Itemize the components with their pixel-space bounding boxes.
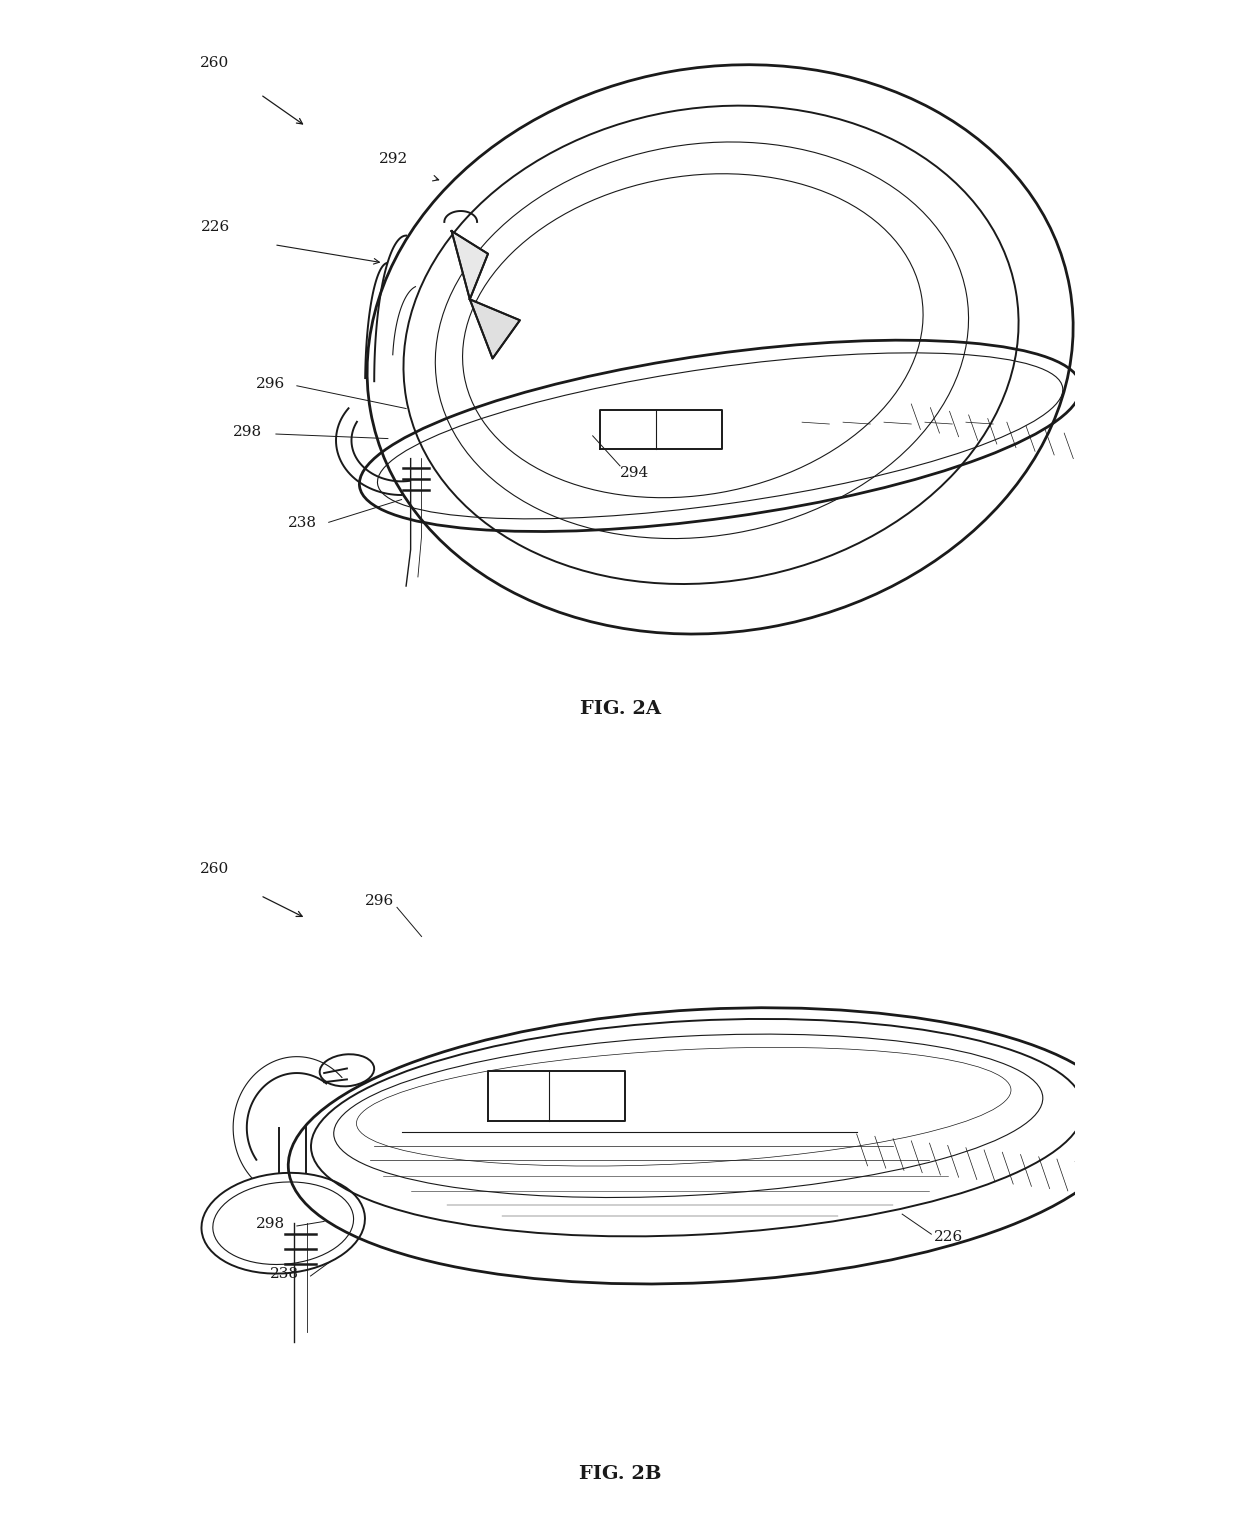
Text: 294: 294 [620,466,650,480]
Text: 260: 260 [200,862,228,876]
Text: FIG. 2A: FIG. 2A [579,700,661,717]
Text: 296: 296 [255,377,285,391]
Text: 226: 226 [934,1230,963,1245]
Text: 298: 298 [233,425,263,439]
Text: 298: 298 [255,1217,285,1231]
Text: 238: 238 [288,516,316,529]
Polygon shape [451,231,489,299]
Text: 296: 296 [365,894,394,908]
Polygon shape [470,299,520,359]
Text: 226: 226 [201,220,231,234]
Text: 238: 238 [269,1267,299,1280]
Text: FIG. 2B: FIG. 2B [579,1465,661,1482]
Text: 260: 260 [200,57,228,71]
Text: 292: 292 [378,152,408,166]
